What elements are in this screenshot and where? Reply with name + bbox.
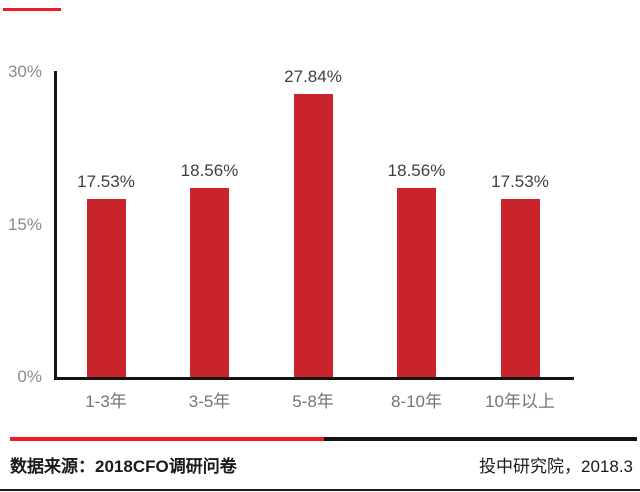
x-axis-category-label: 10年以上: [485, 392, 555, 411]
bar: [190, 188, 229, 377]
x-axis-category-label: 1-3年: [85, 392, 127, 411]
bar-value-label: 18.56%: [180, 161, 239, 181]
x-axis-category-label: 8-10年: [390, 392, 443, 411]
divider-black-segment: [324, 437, 637, 441]
y-axis-tick-label: 0%: [17, 367, 42, 386]
bar: [86, 198, 126, 377]
bottom-border-line: [0, 489, 640, 491]
y-axis-tick-label: 30%: [7, 62, 42, 81]
publisher-label: 投中研究院，2018.3: [479, 457, 633, 476]
x-axis-line: [54, 377, 574, 380]
bar-chart: 17.53% 1-3年 18.56% 3-5年 27.84% 5-8年 18.56% 8-10…: [7, 62, 574, 411]
bar-value-label: 17.53%: [491, 171, 549, 191]
bar: [397, 188, 436, 377]
y-axis-line: [54, 71, 57, 380]
y-axis-tick-label: 15%: [7, 214, 42, 234]
bar-value-label: 27.84%: [284, 66, 342, 86]
bar-value-label: 18.56%: [387, 161, 446, 181]
bar: [500, 198, 540, 377]
bar-value-label: 17.53%: [77, 171, 135, 191]
divider-line: [10, 437, 637, 441]
bar: [293, 93, 333, 377]
data-source-label: 数据来源：2018CFO调研问卷: [10, 457, 237, 476]
x-axis-category-label: 3-5年: [188, 392, 231, 411]
x-axis-category-label: 5-8年: [292, 392, 334, 411]
divider-red-segment: [10, 437, 324, 441]
top-accent-dash: [3, 8, 61, 11]
